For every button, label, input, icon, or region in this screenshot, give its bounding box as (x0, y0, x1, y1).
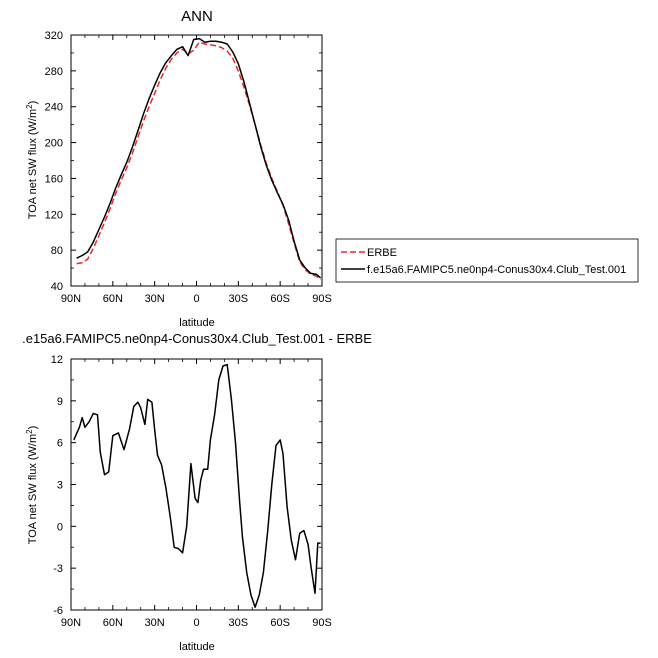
legend-box (335, 238, 639, 283)
bottom-x-tick-label: 60S (270, 617, 290, 629)
bottom-plot-frame (70, 358, 323, 611)
bottom-x-tick-label: 90N (61, 617, 81, 629)
bottom-y-tick-label: 12 (51, 354, 63, 366)
top-series-line-1 (76, 37, 322, 279)
bottom-x-axis-label: latitude (179, 641, 214, 653)
legend: ERBE f.e15a6.FAMIPC5.ne0np4-Conus30x4.Cl… (335, 238, 639, 283)
bottom-x-tick-label: 0 (193, 617, 199, 629)
top-panel: ANN 90N 60N 30N 0 30S 60S 90S 40 80 120 160 200 240 2… (25, 8, 332, 329)
legend-label-erbe: ERBE (367, 247, 397, 259)
bottom-x-tick-label: 90S (312, 617, 332, 629)
bottom-chart-title: .e15a6.FAMIPC5.ne0np4-Conus30x4.Club_Tes… (22, 331, 372, 346)
top-x-axis-label: latitude (179, 317, 214, 329)
bottom-panel: .e15a6.FAMIPC5.ne0np4-Conus30x4.Club_Tes… (22, 331, 372, 653)
top-y-axis-label: TOA net SW flux (W/m2) (25, 101, 39, 220)
bottom-y-tick-label: 6 (57, 438, 63, 450)
top-chart-title: ANN (181, 8, 213, 25)
bottom-y-tick-label: -6 (53, 605, 63, 617)
top-y-tick-label: 280 (45, 66, 63, 78)
top-x-tick-label: 90S (312, 293, 332, 305)
top-y-tick-label: 240 (45, 102, 63, 114)
bottom-series-line-0 (73, 363, 321, 608)
top-x-tick-label: 30S (229, 293, 249, 305)
top-y-tick-label: 320 (45, 30, 63, 42)
bottom-x-tick-label: 60N (103, 617, 123, 629)
top-series-line-0 (76, 41, 322, 281)
top-x-tick-label: 60S (270, 293, 290, 305)
bottom-y-axis-label-sup: 2 (25, 429, 34, 434)
top-plot-frame (70, 34, 323, 287)
bottom-y-axis-label: TOA net SW flux (W/m2) (25, 426, 39, 545)
top-x-tick-label: 30N (145, 293, 165, 305)
top-y-tick-label: 120 (45, 209, 63, 221)
bottom-y-tick-label: 3 (57, 480, 63, 492)
bottom-y-tick-label: 0 (57, 521, 63, 533)
legend-label-model: f.e15a6.FAMIPC5.ne0np4-Conus30x4.Club_Te… (367, 264, 626, 276)
top-y-tick-label: 160 (45, 173, 63, 185)
top-x-tick-label: 60N (103, 293, 123, 305)
bottom-plot-area: 90N 60N 30N 0 30S 60S 90S -6 -3 0 3 6 9 12 (51, 354, 332, 629)
top-x-tick-label: 90N (61, 293, 81, 305)
top-x-tick-label: 0 (193, 293, 199, 305)
bottom-x-tick-label: 30S (229, 617, 249, 629)
bottom-y-tick-label: -3 (53, 563, 63, 575)
top-plot-area: 90N 60N 30N 0 30S 60S 90S 40 80 120 160 200 240 280 32… (45, 30, 332, 305)
bottom-x-tick-label: 30N (145, 617, 165, 629)
top-y-tick-label: 40 (51, 281, 63, 293)
top-y-tick-label: 200 (45, 138, 63, 150)
bottom-y-tick-label: 9 (57, 396, 63, 408)
top-y-axis-label-sup: 2 (25, 104, 34, 109)
top-y-tick-label: 80 (51, 245, 63, 257)
